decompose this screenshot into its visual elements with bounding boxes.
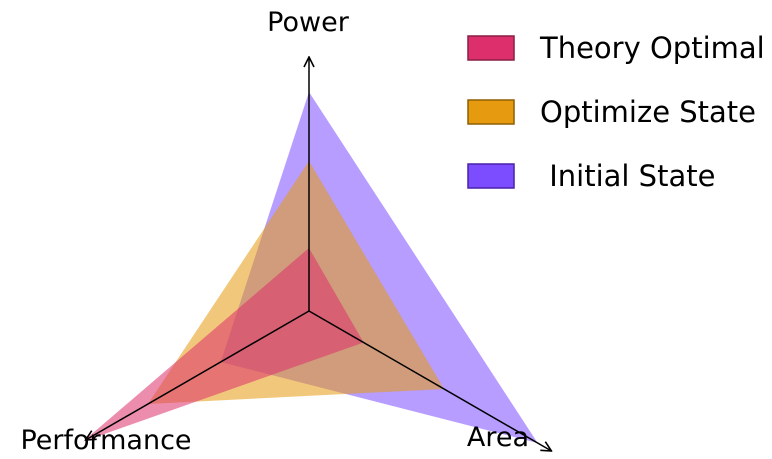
- axis-performance: [86, 310, 310, 440]
- legend-swatch-theory-optimal: [467, 35, 515, 61]
- axis-label-performance: Performance: [20, 425, 191, 456]
- series-layer: [83, 92, 538, 443]
- legend-swatch-initial-state: [467, 163, 515, 189]
- legend-swatch-optimize-state: [467, 99, 515, 125]
- axis-label-power: Power: [267, 7, 350, 38]
- axis-layer: [86, 57, 552, 451]
- axis-label-area: Area: [467, 422, 529, 453]
- legend: Theory Optimal Optimize State Initial St…: [467, 31, 765, 193]
- axis-area: [308, 310, 551, 451]
- legend-label-initial-state: Initial State: [540, 159, 715, 193]
- legend-label-optimize-state: Optimize State: [540, 95, 756, 129]
- legend-label-theory-optimal: Theory Optimal: [539, 31, 765, 65]
- series-theory-optimal: [83, 248, 364, 442]
